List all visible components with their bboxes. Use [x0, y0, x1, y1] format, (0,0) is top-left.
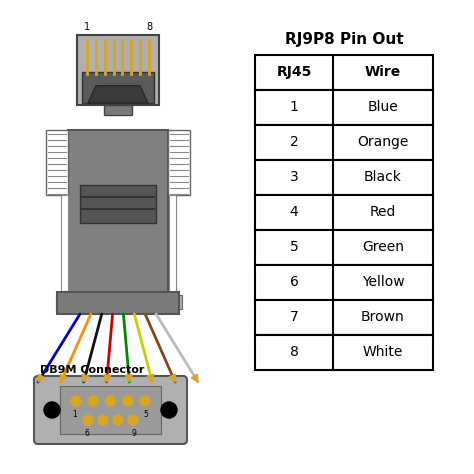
Circle shape [88, 396, 98, 406]
Circle shape [123, 396, 133, 406]
Text: 9: 9 [132, 429, 137, 438]
Text: 3: 3 [290, 170, 298, 184]
Bar [82, 72, 154, 103]
Circle shape [161, 402, 177, 418]
Circle shape [113, 415, 123, 425]
Polygon shape [147, 374, 154, 382]
Circle shape [98, 415, 108, 425]
Polygon shape [169, 374, 175, 382]
Polygon shape [88, 86, 148, 103]
Polygon shape [104, 375, 110, 382]
Text: 5: 5 [290, 240, 298, 254]
Text: Brown: Brown [361, 310, 405, 324]
Bar [164, 295, 182, 309]
Text: Green: Green [362, 240, 404, 254]
Text: White: White [363, 345, 403, 359]
Bar [255, 300, 433, 335]
Text: 1: 1 [73, 410, 77, 419]
Bar [80, 185, 156, 223]
Text: 7: 7 [290, 310, 298, 324]
Circle shape [128, 415, 138, 425]
Text: 1: 1 [290, 100, 299, 114]
Bar [169, 195, 176, 295]
Text: 6: 6 [290, 275, 299, 289]
FancyBboxPatch shape [34, 376, 187, 444]
Polygon shape [191, 374, 198, 382]
Circle shape [44, 402, 60, 418]
Text: Black: Black [364, 170, 402, 184]
Text: 5: 5 [144, 410, 148, 419]
Bar [255, 265, 433, 300]
Circle shape [71, 396, 81, 406]
Bar [57, 292, 179, 314]
Text: Orange: Orange [357, 135, 409, 149]
Text: 4: 4 [290, 205, 298, 219]
Bar [255, 55, 433, 90]
FancyBboxPatch shape [60, 386, 161, 434]
Bar [255, 195, 433, 230]
Text: Wire: Wire [365, 65, 401, 79]
Polygon shape [82, 374, 89, 382]
Text: DB9M Connector: DB9M Connector [40, 365, 145, 375]
Polygon shape [38, 374, 45, 382]
Bar [255, 90, 433, 125]
Bar [104, 105, 132, 115]
Circle shape [140, 396, 150, 406]
Bar [255, 160, 433, 195]
Bar [77, 35, 159, 105]
Text: 8: 8 [290, 345, 299, 359]
Bar [68, 130, 168, 310]
Polygon shape [61, 374, 67, 382]
Text: 2: 2 [290, 135, 298, 149]
Circle shape [106, 396, 116, 406]
Text: 6: 6 [84, 429, 90, 438]
Text: 1: 1 [84, 22, 90, 32]
Bar [255, 335, 433, 370]
Bar [61, 195, 68, 295]
Bar [255, 125, 433, 160]
Text: RJ9P8 Pin Out: RJ9P8 Pin Out [285, 32, 403, 47]
Text: Blue: Blue [368, 100, 398, 114]
Text: Red: Red [370, 205, 396, 219]
Bar [168, 130, 190, 195]
Circle shape [83, 415, 93, 425]
Bar [255, 230, 433, 265]
Bar [56, 295, 74, 309]
Text: 8: 8 [146, 22, 152, 32]
Text: RJ45: RJ45 [276, 65, 312, 79]
Bar [46, 130, 68, 195]
Text: Yellow: Yellow [362, 275, 404, 289]
Polygon shape [125, 375, 132, 382]
